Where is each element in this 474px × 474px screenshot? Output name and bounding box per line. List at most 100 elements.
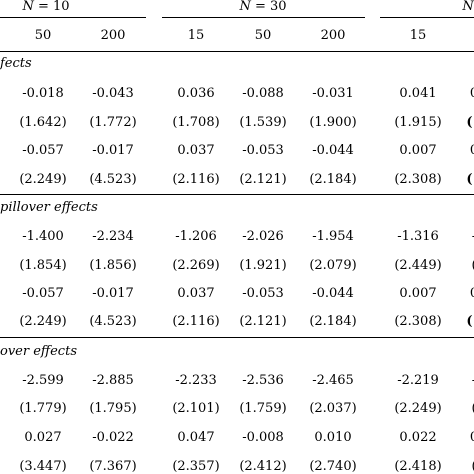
table-cell: (3.447) (19, 459, 67, 474)
table-cell: -2.233 (175, 373, 217, 388)
table-cell: -2.599 (22, 373, 64, 388)
table-cell: (1.900) (309, 115, 357, 130)
table-cell: (2.121) (239, 314, 287, 329)
table-cell: (1.795) (89, 401, 137, 416)
table-cell: (2.249) (19, 314, 67, 329)
table-cell: ( (471, 258, 474, 274)
table-cell: (2.418) (394, 459, 442, 474)
table-cell: 0.037 (177, 143, 215, 158)
cmidrule-n-partial (380, 17, 474, 18)
table-cell: (2.184) (309, 172, 357, 187)
table-cell: -1.316 (397, 229, 439, 244)
header-rule (0, 51, 474, 52)
table-cell: -2.234 (92, 229, 134, 244)
cmidrule-n30 (162, 17, 365, 18)
table-cell: (1 (466, 172, 474, 187)
table-cell: -1.206 (175, 229, 217, 244)
column-header: 50 (254, 28, 272, 43)
table-cell: (2.121) (239, 172, 287, 187)
table-cell: -0.044 (312, 143, 354, 158)
table-cell: (2.308) (394, 172, 442, 187)
column-header: 15 (187, 28, 205, 43)
table-cell: -1.400 (22, 229, 64, 244)
table-cell: -0.053 (242, 143, 284, 158)
group-header-n30: N = 30 (239, 0, 287, 14)
table-cell: (1.854) (19, 258, 67, 273)
table-cell: 0 (470, 143, 474, 159)
table-cell: (1.539) (239, 115, 287, 130)
table-cell: -2.536 (242, 373, 284, 388)
table-cell: 0.010 (314, 430, 352, 445)
table-cell: (2.116) (172, 172, 220, 187)
table-cell: (2.184) (309, 314, 357, 329)
table-cell: (1.915) (394, 115, 442, 130)
table-cell: (4.523) (89, 172, 137, 187)
cmidrule-n10 (0, 17, 146, 18)
table-cell: -0.053 (242, 286, 284, 301)
column-header: 50 (34, 28, 52, 43)
table-cell: (2.357) (172, 459, 220, 474)
table-cell: (1.779) (19, 401, 67, 416)
table-cell: 0.047 (177, 430, 215, 445)
table-cell: (1 (466, 314, 474, 329)
table-cell: (2.740) (309, 459, 357, 474)
table-cell: 0.027 (24, 430, 62, 445)
table-cell: 0 (470, 430, 474, 446)
group-header-n10: N = 10 (22, 0, 70, 14)
table-cell: (2.079) (309, 258, 357, 273)
table-cell: -0.057 (22, 143, 64, 158)
table-cell: (2.101) (172, 401, 220, 416)
table-cell: -2.885 (92, 373, 134, 388)
table-cell: 0.022 (399, 430, 437, 445)
table-cell: ( (471, 459, 474, 474)
table-cell: (7.367) (89, 459, 137, 474)
table-cell: - (472, 229, 474, 245)
table-cell: (1 (466, 115, 474, 130)
table-cell: -0.044 (312, 286, 354, 301)
table-cell: 0.007 (399, 286, 437, 301)
table-cell: (4.523) (89, 314, 137, 329)
table-cell: (2.249) (394, 401, 442, 416)
column-header: 15 (409, 28, 427, 43)
table-cell: (2.037) (309, 401, 357, 416)
table-cell: (1.772) (89, 115, 137, 130)
table-cell: (1.921) (239, 258, 287, 273)
table-cell: (1.856) (89, 258, 137, 273)
table-cell: (2.116) (172, 314, 220, 329)
section-rule (0, 337, 474, 338)
table-cell: -2.219 (397, 373, 439, 388)
table-cell: -2.026 (242, 229, 284, 244)
table-cell: (2.249) (19, 172, 67, 187)
table-cell: -0.008 (242, 430, 284, 445)
table-cell: -0.057 (22, 286, 64, 301)
table-cell: 0.007 (399, 143, 437, 158)
table-cell: 0 (470, 286, 474, 302)
table-cell: 0.036 (177, 86, 215, 101)
table-cell: (2.449) (394, 258, 442, 273)
table-cell: -0.017 (92, 286, 134, 301)
column-header: 200 (320, 28, 346, 43)
section-title: pillover effects (0, 200, 98, 215)
table-cell: -0.022 (92, 430, 134, 445)
table-cell: -0.031 (312, 86, 354, 101)
section-title: fects (0, 56, 32, 71)
table-cell: -0.018 (22, 86, 64, 101)
table-cell: -0.017 (92, 143, 134, 158)
table-cell: (1.759) (239, 401, 287, 416)
column-header: 200 (100, 28, 126, 43)
table-cell: ( (471, 401, 474, 417)
table-cell: -1.954 (312, 229, 354, 244)
section-title: over effects (0, 344, 77, 359)
group-header-n-partial: N (462, 0, 474, 14)
table-cell: (2.269) (172, 258, 220, 273)
table-cell: (2.412) (239, 459, 287, 474)
table-cell: -0.043 (92, 86, 134, 101)
table-cell: (2.308) (394, 314, 442, 329)
table-cell: -0.088 (242, 86, 284, 101)
table-cell: -2.465 (312, 373, 354, 388)
table-cell: 0.041 (399, 86, 437, 101)
table-cell: - (472, 373, 474, 389)
section-rule (0, 194, 474, 195)
table-cell: 0 (470, 86, 474, 102)
table-cell: 0.037 (177, 286, 215, 301)
